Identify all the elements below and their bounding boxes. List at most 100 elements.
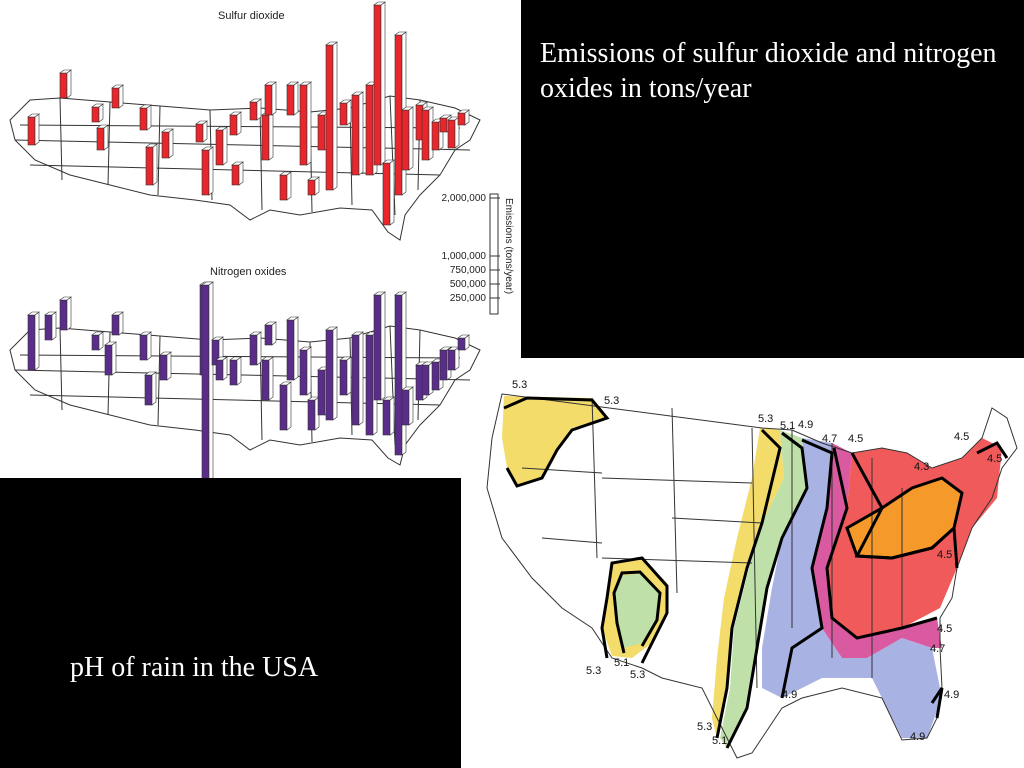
nox-bar-side [306,346,312,396]
nox-bar [431,361,440,391]
so2-bar-side [208,146,214,196]
ph-contour-53-southwest [600,556,669,664]
so2-bar [215,129,224,166]
so2-bar-top [339,99,352,104]
nox-bar-top [111,311,124,316]
nox-bar-top [91,331,104,336]
scale-axis-label: Emissions (tons/year) [503,198,514,294]
nox-bar [401,389,410,426]
so2-bar-top [351,91,364,96]
so2-bar-side [346,99,352,126]
so2-bar [382,162,391,226]
ph-rain-map: 5.35.35.35.1 4.94.7 4.5 4.54.54.34.54.54.74… [486,379,1018,759]
nox-bar-top [325,326,338,331]
ph-contour-49-fl [930,687,944,719]
ph-label-s-51: 5.1 [712,735,727,747]
so2-bar-side [66,69,72,99]
emissions-caption-box [521,0,1024,358]
nox-bar [457,337,466,351]
so2-bar [279,174,288,201]
ph-label-n-53: 5.3 [758,413,773,425]
nox-bar-side [346,356,352,396]
nox-bar [264,324,273,346]
ph-label-sw-51: 5.1 [614,657,629,669]
ph-contour-51-southwest [612,570,662,654]
nox-bar [286,319,295,381]
nox-bar [447,349,456,371]
so2-bar-top [439,114,452,119]
scale-tick-1000000: 1,000,000 [442,251,487,262]
so2-bar [59,72,68,99]
nox-bar-side [380,291,386,401]
nox-bar-side [389,396,395,436]
nox-bar-top [249,331,262,336]
so2-bar [421,109,430,161]
nox-bar-side [332,326,338,421]
nox-bar-side [358,331,364,426]
nox-bar [351,334,360,426]
so2-bar-top [325,41,338,46]
scale-tick-2000000: 2,000,000 [442,193,487,204]
so2-bar [201,149,210,196]
nox-bar [307,399,316,431]
nox-bar-top [279,381,292,386]
ph-contour-51-central [725,431,809,749]
so2-bar [91,106,100,123]
so2-bar [231,164,240,186]
so2-bar [325,44,334,191]
ph-label-ma-45: 4.5 [937,549,952,561]
so2-bar-side [238,161,244,186]
nox-bar [365,334,374,436]
nox-bar-top [401,386,414,391]
nox-bar [44,314,53,341]
nox-bar [144,374,153,406]
so2-bar [264,84,273,116]
nox-bar [317,369,326,416]
nox-bar [215,359,224,381]
so2-bar-top [91,103,104,108]
so2-bar-side [34,113,40,146]
so2-bar [261,114,270,161]
so2-bar-side [256,98,262,121]
nox-bar [91,334,100,351]
nox-bar-side [256,331,262,366]
ph-contour-43 [845,476,964,560]
scale-tick-250000: 250,000 [450,293,487,304]
so2-bar [249,101,258,121]
nox-bar-top [144,371,157,376]
nox-bar-side [293,316,299,381]
ph-label-oh-43: 4.3 [914,461,929,473]
ph-label-n-49: 4.9 [798,419,813,431]
ph-contour-labels: 5.35.35.35.1 4.94.7 4.5 4.54.54.34.54.54.74… [512,379,1002,747]
ph-label-fl-49b: 4.9 [910,731,925,743]
so2-bars-group [27,1,470,226]
ph-label-s-53: 5.3 [697,721,712,733]
ph-zone-49 [762,438,942,738]
ph-contour-45-ne [976,441,1009,459]
nox-bar [104,344,113,376]
nox-bar [382,399,391,436]
ph-zone-53-northwest [502,396,607,486]
so2-bar-top [231,161,244,166]
nox-bar [394,294,403,456]
so2-bar-side [286,171,292,201]
so2-bar [365,84,374,176]
nox-bar-top [229,356,242,361]
ph-label-ne-45a: 4.5 [954,431,969,443]
so2-bar-top [59,69,72,74]
nox-bar-top [299,346,312,351]
ph-contour-53-central [715,428,782,739]
so2-bar-top [401,106,414,111]
so2-bar-side [118,84,124,109]
so2-bar [439,117,448,133]
so2-bar [139,107,148,131]
nox-bar-side [271,321,277,346]
so2-bar-top [27,113,40,118]
ph-label-ne-45b: 4.5 [987,453,1002,465]
nox-map-title: Nitrogen oxides [210,266,287,278]
so2-bar-top [299,81,312,86]
ph-label-n-47: 4.7 [822,433,837,445]
ph-zone-51-central [720,430,807,748]
ph-label-sw-53b: 5.3 [630,669,645,681]
ph-label-fl-49a: 4.9 [944,689,959,701]
